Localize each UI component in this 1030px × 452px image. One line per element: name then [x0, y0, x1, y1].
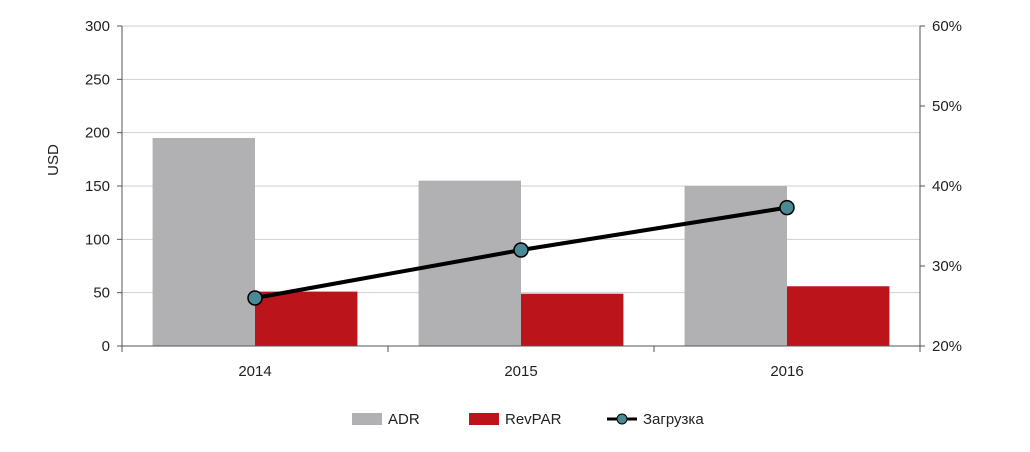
legend: ADR RevPAR Загрузка [352, 411, 704, 428]
axis-labels: USD 0 50 100 150 200 250 300 20% 30% 40% 50% 60% 201… [45, 18, 962, 380]
y-tick-label: 250 [85, 71, 110, 88]
bars [152, 138, 890, 346]
y2-tick-label: 20% [932, 338, 962, 355]
y2-tick-label: 30% [932, 258, 962, 275]
legend-swatch [352, 413, 382, 425]
legend-label: ADR [388, 411, 420, 428]
x-tick-label: 2016 [770, 363, 803, 380]
legend-label: RevPAR [505, 411, 562, 428]
bar-adr-2015 [418, 180, 521, 346]
occupancy-line [247, 199, 795, 306]
y2-tick-label: 50% [932, 98, 962, 115]
y2-tick-label: 60% [932, 18, 962, 35]
point-2015 [513, 242, 529, 258]
x-tick-label: 2015 [504, 363, 537, 380]
point-2014 [247, 290, 263, 306]
y-tick-label: 100 [85, 231, 110, 248]
bar-adr-2014 [152, 138, 255, 346]
bar-revpar-2014 [255, 291, 358, 346]
y-tick-label: 150 [85, 178, 110, 195]
axes [117, 25, 925, 352]
y-tick-label: 0 [102, 338, 110, 355]
y-tick-label: 300 [85, 18, 110, 35]
y-axis-title: USD [45, 144, 62, 176]
y-tick-label: 50 [93, 285, 110, 302]
x-tick-label: 2014 [238, 363, 271, 380]
bar-revpar-2015 [521, 293, 624, 346]
bar-revpar-2016 [787, 286, 890, 346]
bar-adr-2016 [684, 186, 787, 346]
y2-tick-label: 40% [932, 178, 962, 195]
y-tick-label: 200 [85, 125, 110, 142]
legend-label: Загрузка [643, 411, 704, 428]
legend-marker [616, 413, 628, 425]
legend-swatch [469, 413, 499, 425]
point-2016 [779, 199, 795, 216]
